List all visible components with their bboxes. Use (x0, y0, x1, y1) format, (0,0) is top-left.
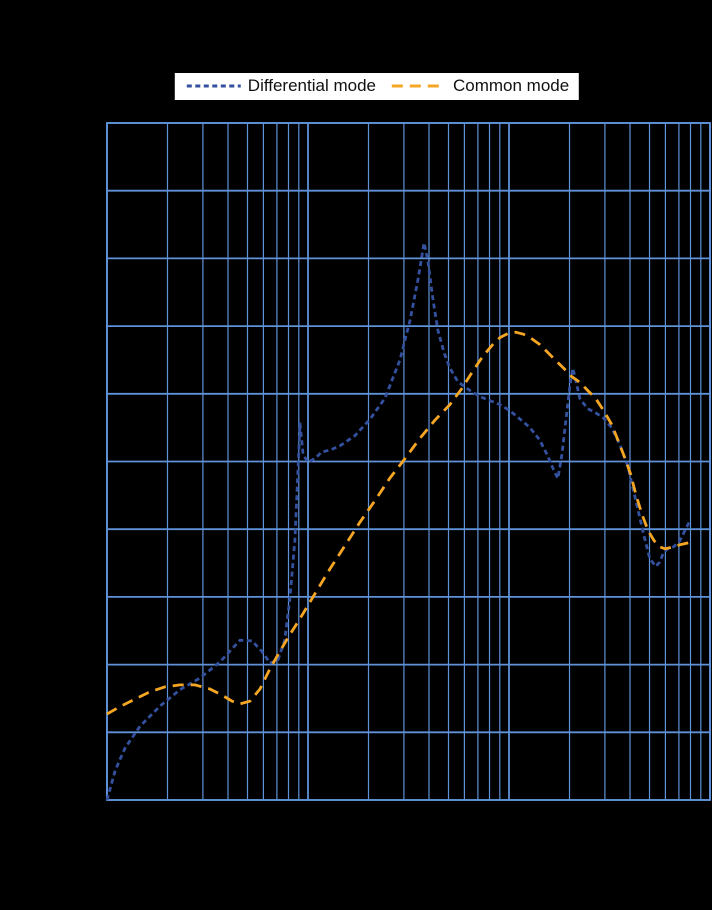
plot-border (106, 122, 711, 801)
common-mode-curve (106, 330, 690, 716)
legend-label-differential: Differential mode (247, 76, 376, 95)
legend-item-differential: Differential mode (185, 76, 376, 96)
legend-item-common: Common mode (390, 76, 569, 96)
legend: Differential mode Common mode (174, 73, 580, 101)
legend-label-common: Common mode (452, 76, 570, 95)
common-dash-icon (391, 84, 446, 88)
grid-lines (106, 122, 711, 801)
differential-dash-icon (186, 84, 241, 88)
